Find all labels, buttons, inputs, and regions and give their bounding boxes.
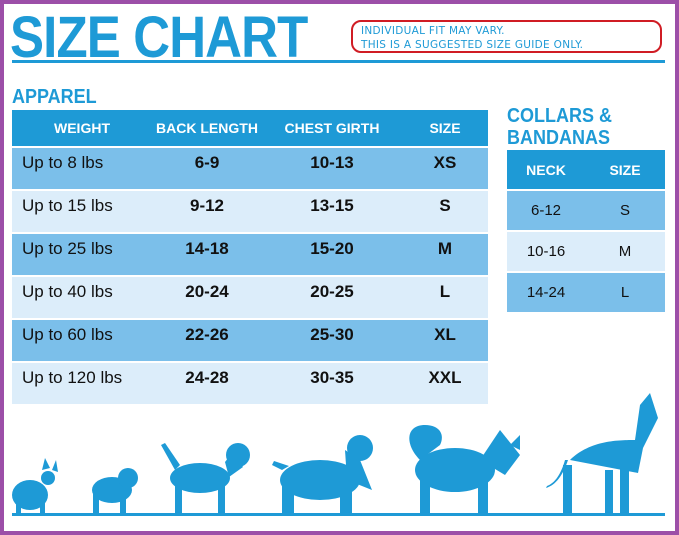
table-cell: 10-13 <box>310 152 354 172</box>
column-header: SIZE <box>429 120 461 136</box>
table-cell: XXL <box>428 367 462 387</box>
table-cell: S <box>439 195 451 215</box>
table-cell: 20-25 <box>310 281 354 301</box>
spaniel-icon <box>272 435 373 515</box>
table-cell: M <box>437 238 453 258</box>
column-header: BACK LENGTH <box>156 120 258 136</box>
apparel-heading: APPAREL <box>12 86 97 108</box>
table-row: 6-12 S <box>507 191 665 230</box>
table-cell: Up to 40 lbs <box>22 281 113 301</box>
title-underline <box>12 60 665 63</box>
table-cell: 30-35 <box>310 367 354 387</box>
table-cell: 25-30 <box>310 324 354 344</box>
table-cell: 13-15 <box>310 195 354 215</box>
table-cell: S <box>619 202 630 219</box>
column-header: CHEST GIRTH <box>284 120 380 136</box>
table-header-row: NECK SIZE <box>507 150 665 189</box>
pug-icon <box>92 468 138 515</box>
table-row: Up to 120 lbs 24-28 30-35 XXL <box>12 363 488 404</box>
collars-table: NECK SIZE 6-12 S 10-16 M 14-24 L <box>507 150 665 314</box>
table-cell: 14-24 <box>526 284 566 301</box>
disclaimer-line: THIS IS A SUGGESTED SIZE GUIDE ONLY. <box>361 39 584 51</box>
ground-line <box>12 513 665 516</box>
table-cell: 6-9 <box>194 152 220 172</box>
beagle-icon <box>161 443 250 515</box>
table-cell: M <box>618 243 632 260</box>
collars-heading: COLLARS & BANDANAS <box>507 105 612 149</box>
table-row: Up to 25 lbs 14-18 15-20 M <box>12 234 488 275</box>
papillon-icon <box>12 458 58 515</box>
husky-icon <box>409 425 520 515</box>
apparel-table: WEIGHT BACK LENGTH CHEST GIRTH SIZE Up to 8 … <box>12 110 488 406</box>
table-cell: XS <box>433 152 457 172</box>
table-row: Up to 60 lbs 22-26 25-30 XL <box>12 320 488 361</box>
table-cell: 15-20 <box>310 238 354 258</box>
table-row: 14-24 L <box>507 273 665 312</box>
table-cell: XL <box>434 324 456 344</box>
table-cell: L <box>620 284 630 301</box>
table-row: 10-16 M <box>507 232 665 271</box>
column-header: SIZE <box>609 161 641 178</box>
collars-heading-line: COLLARS & <box>507 105 613 127</box>
table-cell: L <box>439 281 451 301</box>
table-cell: Up to 8 lbs <box>22 152 104 172</box>
column-header: NECK <box>526 161 566 178</box>
table-cell: 20-24 <box>185 281 229 301</box>
table-row: Up to 8 lbs 6-9 10-13 XS <box>12 148 488 189</box>
table-row: Up to 15 lbs 9-12 13-15 S <box>12 191 488 232</box>
table-cell: 24-28 <box>185 367 229 387</box>
column-header: WEIGHT <box>54 120 110 136</box>
page-title: SIZE CHART <box>10 5 308 70</box>
fit-disclaimer: INDIVIDUAL FIT MAY VARY. THIS IS A SUGGE… <box>351 20 662 53</box>
table-cell: Up to 25 lbs <box>22 238 113 258</box>
table-cell: Up to 60 lbs <box>22 324 113 344</box>
table-row: Up to 40 lbs 20-24 20-25 L <box>12 277 488 318</box>
collars-heading-line: BANDANAS <box>507 127 611 149</box>
table-cell: 22-26 <box>185 324 229 344</box>
table-cell: Up to 15 lbs <box>22 195 113 215</box>
table-cell: 10-16 <box>526 243 566 260</box>
table-header-row: WEIGHT BACK LENGTH CHEST GIRTH SIZE <box>12 110 488 146</box>
table-cell: 14-18 <box>185 238 229 258</box>
table-cell: 9-12 <box>189 195 225 215</box>
great-dane-icon <box>546 393 658 515</box>
table-cell: 6-12 <box>530 202 562 219</box>
disclaimer-line: INDIVIDUAL FIT MAY VARY. <box>361 25 505 37</box>
table-cell: Up to 120 lbs <box>22 367 123 387</box>
